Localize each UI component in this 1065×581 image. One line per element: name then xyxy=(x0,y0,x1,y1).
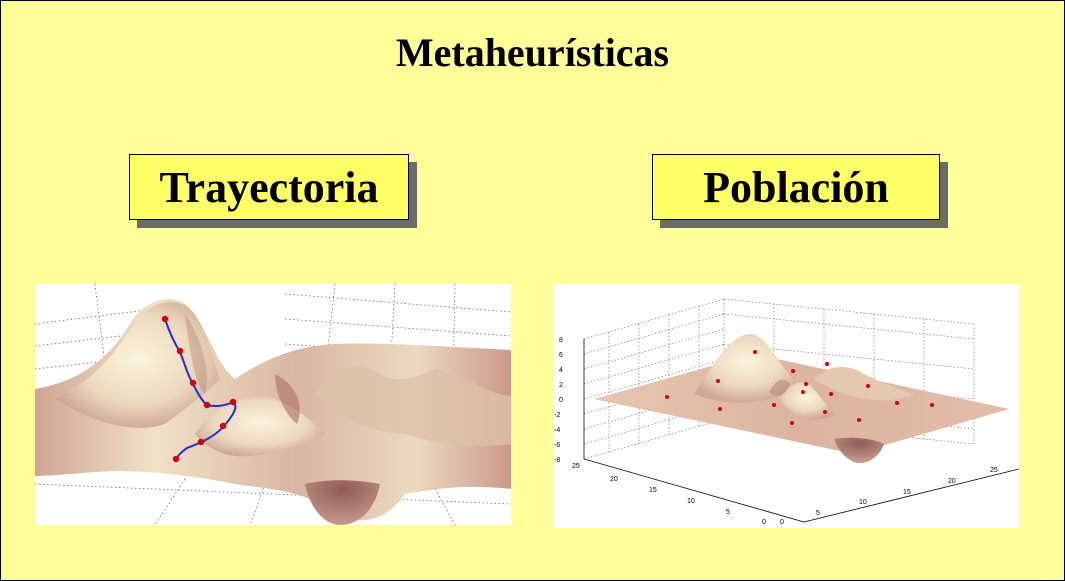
slide-title: Metaheurísticas xyxy=(395,30,670,75)
population-label-box: Población xyxy=(652,154,940,220)
population-surface-plot: 8 6 4 2 0 -2 -4 -6 -8 25 20 15 10 5 0 0 … xyxy=(554,284,1019,528)
svg-text:0: 0 xyxy=(559,397,563,404)
z-tick-labels: 8 6 4 2 0 -2 -4 -6 -8 xyxy=(554,337,563,464)
svg-text:25: 25 xyxy=(990,467,998,474)
svg-text:4: 4 xyxy=(559,367,563,374)
y-tick-labels: 25 20 15 10 5 0 xyxy=(572,463,766,526)
svg-text:15: 15 xyxy=(903,489,911,496)
svg-text:-6: -6 xyxy=(554,442,560,449)
svg-text:-8: -8 xyxy=(554,457,560,464)
svg-text:10: 10 xyxy=(859,499,867,506)
svg-text:0: 0 xyxy=(780,519,784,526)
trajectory-label-box: Trayectoria xyxy=(129,154,409,220)
trajectory-points xyxy=(161,315,237,463)
svg-text:10: 10 xyxy=(687,498,695,505)
svg-text:-4: -4 xyxy=(554,427,560,434)
trajectory-label: Trayectoria xyxy=(159,162,379,212)
population-points xyxy=(665,350,934,425)
svg-text:25: 25 xyxy=(572,463,580,470)
svg-text:2: 2 xyxy=(559,382,563,389)
svg-text:5: 5 xyxy=(816,510,820,517)
svg-text:6: 6 xyxy=(559,352,563,359)
population-label: Población xyxy=(703,162,889,212)
svg-text:15: 15 xyxy=(649,487,657,494)
svg-text:5: 5 xyxy=(726,509,730,516)
trajectory-surface-plot xyxy=(35,284,511,525)
svg-text:0: 0 xyxy=(762,519,766,526)
svg-text:8: 8 xyxy=(559,337,563,344)
svg-text:20: 20 xyxy=(610,476,618,483)
x-tick-labels: 0 5 10 15 20 25 xyxy=(780,467,998,526)
svg-text:20: 20 xyxy=(948,478,956,485)
svg-text:-2: -2 xyxy=(554,412,560,419)
